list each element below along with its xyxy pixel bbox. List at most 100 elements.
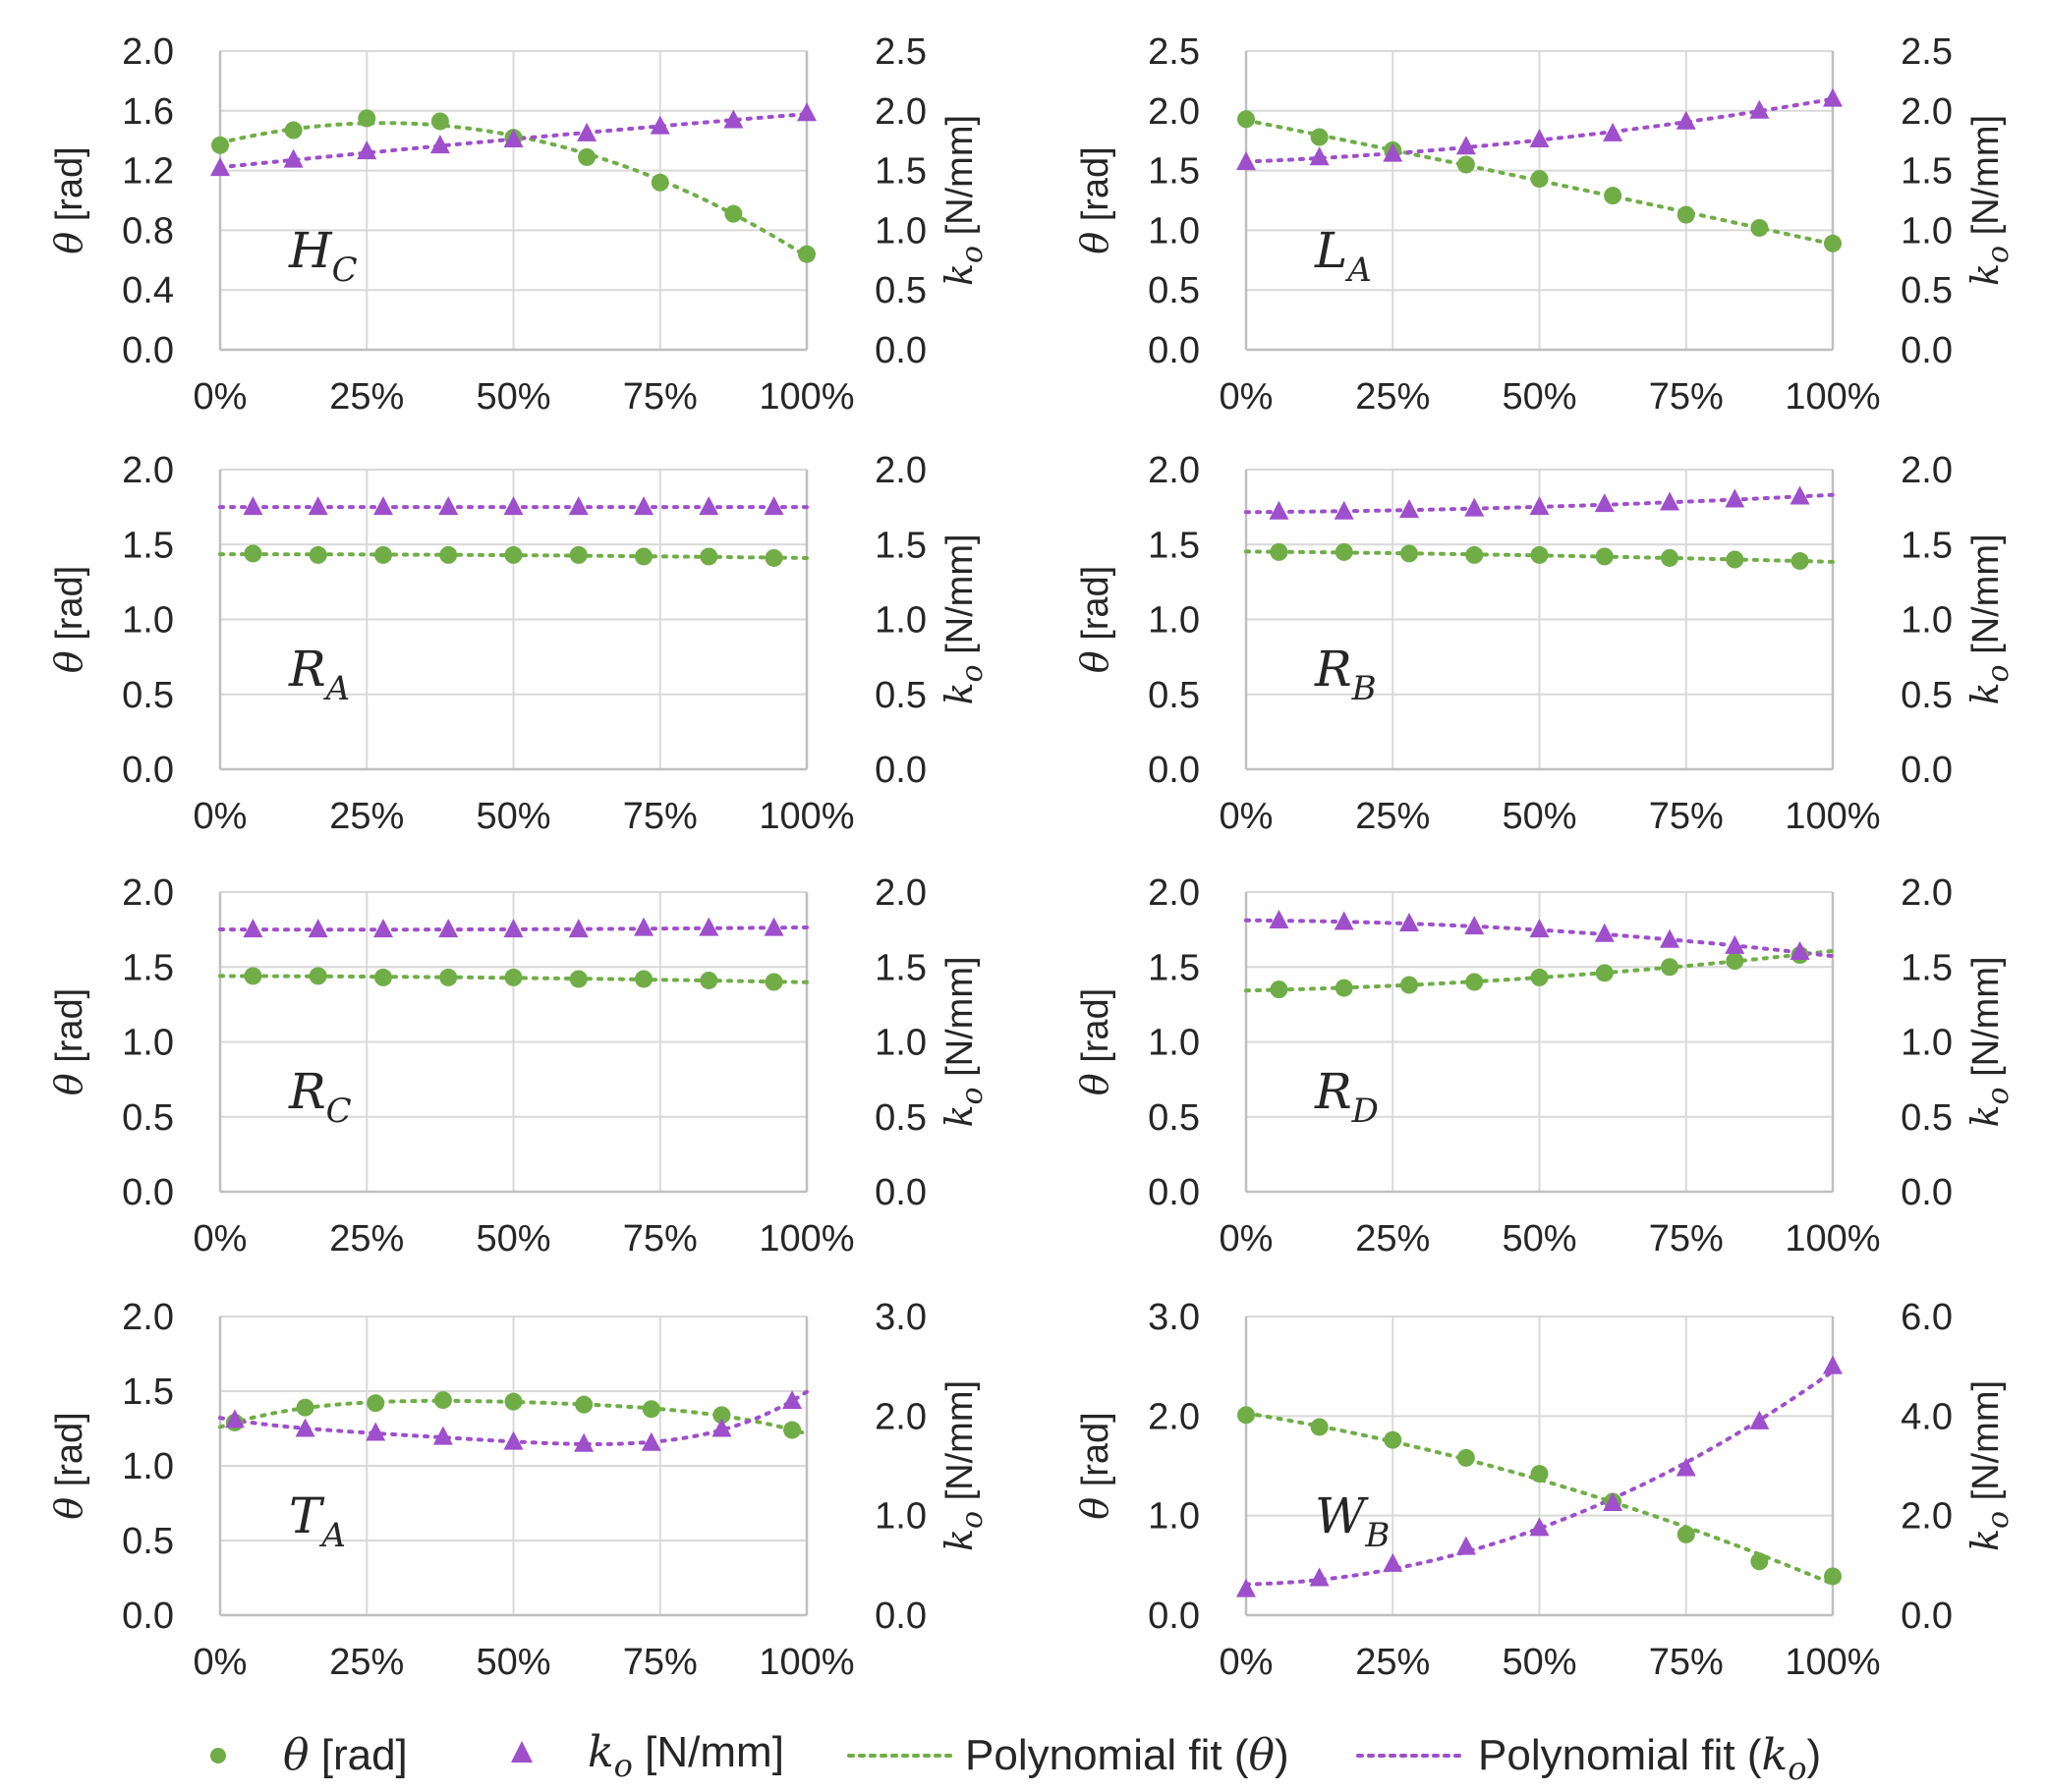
- left-tick-label: 0.0: [122, 330, 174, 371]
- ko-point: [782, 1390, 803, 1410]
- chart-panel-4: 0.0 0.5 1.0 1.5 2.0 0.0 0.5 1.0 1.5 2.0 0% 25% 50% 75…: [1073, 450, 2016, 837]
- panel-label-main: R: [288, 1063, 326, 1120]
- ko-point: [764, 917, 784, 936]
- left-axis-title: θ [rad]: [47, 1412, 90, 1520]
- right-axis-unit: [N/mm]: [1965, 115, 2007, 246]
- left-tick-label: 2.0: [122, 450, 174, 491]
- left-tick-label: 1.0: [1148, 210, 1200, 252]
- theta-point: [1824, 234, 1842, 252]
- chart-panel-1: 0.0 0.4 0.8 1.2 1.6 2.0 0.0 0.5 1.0 1.5 2.0 2.5 0% 25…: [47, 31, 990, 418]
- ko-point: [1529, 496, 1550, 516]
- left-tick-label: 2.0: [1148, 91, 1200, 133]
- x-tick-label: 100%: [1785, 796, 1880, 837]
- left-axis-unit: [rad]: [49, 988, 90, 1074]
- left-tick-label: 0.5: [1148, 270, 1200, 311]
- right-axis-subscript: o: [1981, 246, 2016, 263]
- ko-point: [1455, 1536, 1476, 1555]
- panel-label-main: R: [1314, 1063, 1352, 1120]
- left-tick-label: 0.5: [122, 1097, 174, 1139]
- theta-point: [1530, 170, 1549, 189]
- theta-point: [358, 109, 376, 128]
- right-tick-label: 0.5: [1901, 270, 1953, 311]
- right-tick-label: 0.5: [875, 270, 927, 311]
- right-axis-symbol: k: [1963, 1105, 2007, 1128]
- theta-point: [765, 548, 783, 567]
- x-tick-label: 50%: [476, 1218, 550, 1260]
- x-tick-label: 75%: [623, 1642, 698, 1683]
- theta-point: [1661, 548, 1679, 567]
- right-axis-subscript: o: [955, 246, 990, 263]
- right-axis-unit: [N/mm]: [939, 956, 981, 1087]
- x-tick-label: 50%: [476, 796, 550, 837]
- left-tick-label: 1.5: [122, 1372, 174, 1413]
- theta-point: [1824, 1567, 1842, 1586]
- ko-point: [1398, 499, 1419, 519]
- theta-point: [651, 173, 669, 192]
- theta-point: [569, 545, 588, 564]
- right-tick-label: 1.0: [1901, 1023, 1953, 1064]
- x-tick-label: 0%: [194, 1642, 248, 1683]
- panel-label-main: R: [1314, 641, 1352, 698]
- theta-point: [1677, 205, 1695, 224]
- x-tick-label: 100%: [759, 1218, 854, 1260]
- ko-point: [1334, 500, 1354, 520]
- x-tick-label: 75%: [1649, 796, 1724, 837]
- legend-theta-marker: [210, 1748, 226, 1764]
- ko-point: [503, 919, 524, 938]
- left-axis-unit: [rad]: [1075, 1412, 1116, 1497]
- right-tick-label: 6.0: [1901, 1297, 1953, 1338]
- left-tick-label: 0.0: [1148, 750, 1200, 791]
- x-tick-label: 0%: [1220, 1218, 1274, 1260]
- right-axis-subscript: o: [955, 1511, 990, 1529]
- left-tick-label: 1.0: [122, 600, 174, 642]
- ko-point: [797, 102, 817, 122]
- theta-point: [712, 1406, 731, 1425]
- theta-point: [642, 1400, 660, 1419]
- left-tick-label: 0.5: [122, 1521, 174, 1562]
- right-tick-label: 2.5: [875, 31, 927, 73]
- right-tick-label: 0.0: [875, 750, 927, 791]
- right-axis-subscript: o: [955, 1087, 990, 1104]
- panel-label: RA: [288, 641, 350, 708]
- right-axis-symbol: k: [938, 1529, 981, 1551]
- left-tick-label: 0.5: [1148, 1097, 1200, 1139]
- left-axis-symbol: θ: [1073, 232, 1116, 254]
- left-axis-symbol: θ: [47, 232, 90, 254]
- right-axis-symbol: k: [938, 1105, 981, 1128]
- left-tick-label: 3.0: [1148, 1297, 1200, 1338]
- right-tick-label: 2.0: [875, 872, 927, 914]
- ko-point: [503, 128, 524, 147]
- ko-point: [1398, 913, 1419, 932]
- theta-point: [1750, 1552, 1769, 1571]
- panel-label-sub: D: [1351, 1092, 1379, 1131]
- legend-fit-theta-label: Polynomial fit (θ): [965, 1730, 1289, 1780]
- ko-point: [503, 1430, 524, 1450]
- ko-point: [1383, 1552, 1403, 1572]
- right-axis-symbol: k: [1963, 683, 2007, 705]
- ko-point: [1529, 919, 1550, 938]
- theta-point: [1530, 1465, 1549, 1484]
- chart-panel-7: 0.0 0.5 1.0 1.5 2.0 0.0 1.0 2.0 3.0 0% 25% 50% 75% 10…: [47, 1297, 990, 1683]
- right-axis-symbol: k: [1963, 263, 2007, 286]
- right-axis-subscript: o: [1981, 1087, 2016, 1104]
- panel-label: RC: [288, 1063, 352, 1131]
- left-tick-label: 0.0: [122, 1596, 174, 1637]
- chart-panel-8: 0.0 1.0 2.0 3.0 0.0 2.0 4.0 6.0 0% 25% 50% 75% 100% θ…: [1073, 1297, 2016, 1683]
- theta-point: [504, 968, 523, 986]
- ko-fit-line: [1244, 1369, 1835, 1587]
- ko-point: [764, 496, 784, 516]
- theta-point: [700, 971, 718, 989]
- x-tick-label: 75%: [1649, 376, 1724, 418]
- ko-point: [1334, 911, 1354, 930]
- left-tick-label: 0.0: [1148, 1172, 1200, 1213]
- right-axis-unit: [N/mm]: [1965, 1380, 2007, 1511]
- x-tick-label: 0%: [194, 376, 248, 418]
- ko-point: [243, 496, 263, 516]
- theta-point: [1750, 218, 1769, 237]
- legend-fit-theta-prefix: Polynomial fit (: [965, 1731, 1249, 1779]
- ko-point: [432, 1426, 453, 1445]
- panel-label: RB: [1314, 641, 1377, 708]
- left-axis-symbol: θ: [1073, 1073, 1116, 1095]
- right-tick-label: 2.0: [875, 450, 927, 491]
- ko-point: [366, 1422, 386, 1441]
